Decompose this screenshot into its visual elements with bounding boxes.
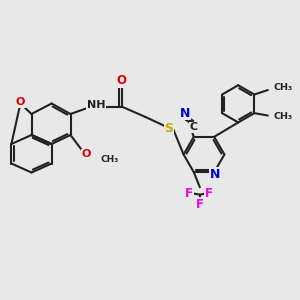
Text: S: S <box>164 122 173 136</box>
Text: C: C <box>189 122 197 132</box>
Text: O: O <box>116 74 127 88</box>
Text: CH₃: CH₃ <box>274 83 293 92</box>
Text: F: F <box>196 198 204 211</box>
Text: F: F <box>205 187 213 200</box>
Text: F: F <box>185 187 193 200</box>
Text: CH₃: CH₃ <box>100 155 119 164</box>
Text: N: N <box>210 168 220 181</box>
Text: N: N <box>180 106 190 120</box>
Text: O: O <box>82 149 91 160</box>
Text: NH: NH <box>87 100 105 110</box>
Text: O: O <box>16 97 25 107</box>
Text: CH₃: CH₃ <box>274 112 293 121</box>
